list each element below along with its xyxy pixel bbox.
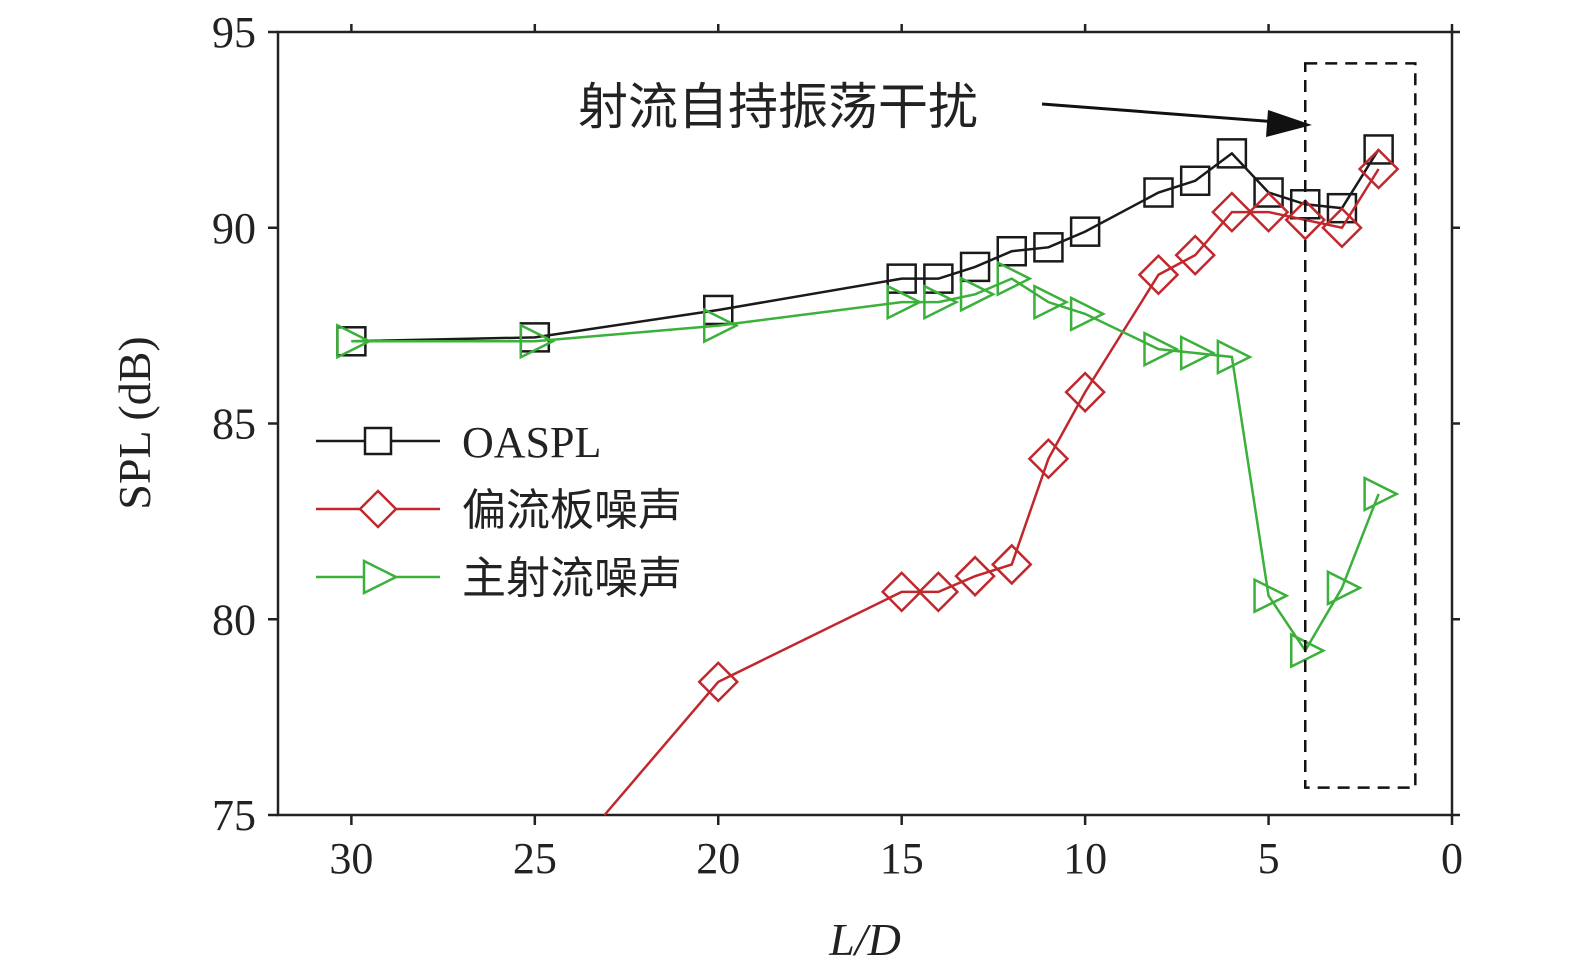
data-point [1069,216,1101,247]
legend-label-deflector-noise: 偏流板噪声 [462,486,682,535]
data-point [1253,577,1290,614]
data-point [703,307,740,344]
data-point [917,571,960,613]
data-point [1033,232,1064,263]
y-tick-label: 85 [212,400,256,449]
legend: OASPL 偏流板噪声 主射流噪声 [316,418,682,603]
data-point [1216,338,1253,375]
data-point [1247,191,1290,233]
series-layer [336,134,1400,816]
data-point [1033,284,1070,321]
data-point [954,555,996,597]
y-axis-title: SPL (dB) [109,336,160,509]
x-tick-label: 10 [1063,834,1107,883]
ticks-layer: 30 25 20 15 10 5 0 75 80 85 90 95 [212,8,1463,883]
y-tick-label: 80 [212,595,256,644]
series-line [351,277,1380,653]
legend-item-oaspl: OASPL [316,418,601,467]
series-line [351,148,1380,343]
data-point [1253,177,1284,208]
data-point [996,260,1033,297]
annotation-text: 射流自持振荡干扰 [578,78,978,136]
series-1 [603,148,1400,816]
series-0 [336,134,1394,357]
legend-square-marker-icon [363,426,393,456]
data-point [959,276,996,313]
annotation-arrowhead-icon [1266,110,1312,137]
data-point [1179,165,1211,197]
x-tick-label: 20 [696,834,740,883]
legend-item-main-jet-noise: 主射流噪声 [316,554,682,603]
data-point [1069,295,1106,332]
legend-label-oaspl: OASPL [462,418,601,467]
plot-frame-layer [276,30,1454,817]
legend-triangle-marker-icon [362,558,399,596]
data-point [1211,191,1253,233]
data-point [1174,234,1216,276]
annotation-region-box [1304,62,1417,789]
data-point [1326,192,1358,224]
x-tick-label: 15 [880,834,924,883]
data-point [990,543,1033,586]
plot-frame [276,30,1454,817]
x-tick-label: 25 [513,834,557,883]
series-line [603,168,1380,816]
data-point [959,251,991,283]
data-point [1363,475,1400,512]
data-point [1137,253,1180,296]
data-point [1179,335,1216,372]
y-tick-label: 95 [212,8,256,57]
x-tick-label: 5 [1258,834,1280,883]
legend-diamond-marker-icon [358,489,398,529]
data-point [1363,134,1394,165]
x-axis-title: L/D [828,914,901,965]
data-point [1143,177,1174,208]
data-point [1216,138,1248,169]
annotation: 射流自持振荡干扰 [578,62,1417,789]
legend-label-main-jet-noise: 主射流噪声 [462,554,682,603]
data-point [697,661,740,703]
data-point [996,235,1027,267]
data-point [1143,331,1180,368]
data-point [1321,206,1363,249]
data-point [519,323,556,360]
data-point [1064,371,1106,413]
data-point [1357,148,1400,190]
x-tick-label: 0 [1441,834,1463,883]
data-point [1290,632,1327,669]
legend-item-deflector-noise: 偏流板噪声 [316,486,682,535]
y-tick-label: 75 [212,791,256,840]
y-tick-label: 90 [212,204,256,253]
data-point [1284,199,1327,241]
data-point [923,284,960,321]
annotation-arrow-line [1041,102,1279,124]
x-tick-label: 30 [329,834,373,883]
data-point [886,284,923,321]
data-point [1027,437,1070,480]
data-point [336,323,373,360]
series-2 [336,260,1400,669]
data-point [1326,569,1363,606]
data-point [880,571,923,613]
